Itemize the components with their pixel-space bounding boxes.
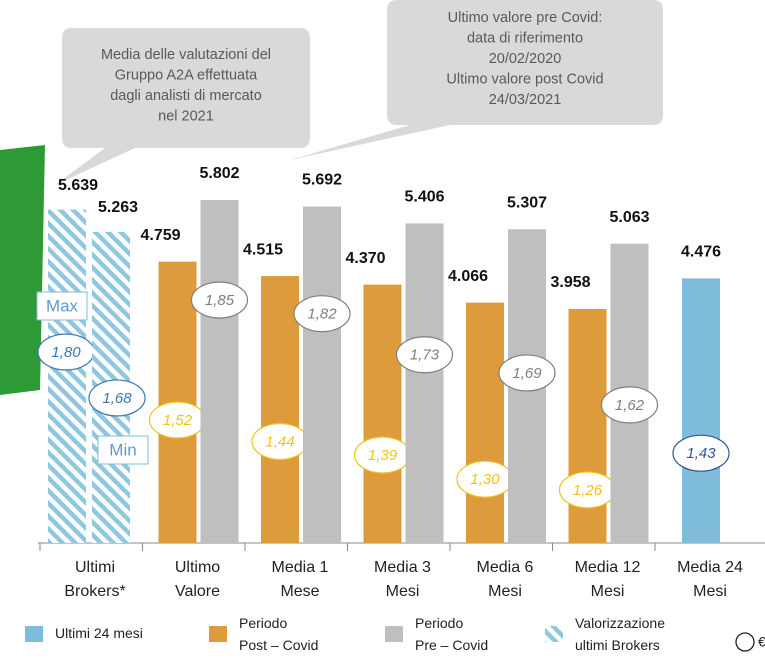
x-tick-label: Media 24 Mesi (677, 559, 743, 600)
x-tick-label-line: Brokers* (64, 583, 125, 600)
value-label: 5.063 (609, 209, 649, 226)
per-share-label: 1,73 (410, 347, 440, 364)
value-label: 5.263 (98, 199, 138, 216)
callout-text: 24/03/2021 (489, 92, 562, 108)
per-share-label: 1,82 (307, 306, 337, 323)
per-share-label: 1,30 (470, 471, 500, 488)
legend-swatch (209, 626, 227, 642)
callout-text: Media delle valutazioni del (101, 47, 271, 63)
per-share-label: 1,44 (265, 433, 294, 450)
bar (303, 206, 341, 543)
per-share-circle (498, 354, 556, 392)
callout-text: Gruppo A2A effettuata (115, 67, 258, 83)
x-tick-label: Ultimo Valore (175, 559, 220, 600)
per-share-circle (293, 295, 351, 333)
per-share-circle (88, 379, 146, 417)
legend-swatch (545, 626, 563, 642)
x-tick-label-line: Valore (175, 583, 220, 600)
value-label: 5.307 (507, 194, 547, 211)
per-share-label: 1,43 (686, 445, 716, 462)
bar (48, 209, 86, 543)
x-tick-label-line: Media 1 (272, 559, 329, 576)
callout-text: nel 2021 (158, 108, 214, 124)
legend-label-line: Periodo (239, 615, 287, 631)
x-tick-label-line: Media 3 (374, 559, 431, 576)
x-tick-label-line: Mesi (488, 583, 522, 600)
x-tick-label: Media 3 Mesi (374, 559, 431, 600)
x-tick-label-line: Mesi (591, 583, 625, 600)
per-share-label: 1,69 (512, 365, 542, 382)
per-share-label: 1,52 (163, 412, 193, 429)
x-tick-label-line: Mese (280, 583, 319, 600)
bar (200, 200, 239, 543)
legend-label: Ultimi 24 mesi (55, 625, 143, 641)
value-label: 3.958 (550, 274, 590, 291)
per-share-label: 1,39 (368, 447, 398, 464)
value-label: 5.406 (404, 189, 444, 206)
callout-text: dagli analisti di mercato (110, 88, 262, 104)
per-share-circle (395, 336, 454, 374)
value-label: 4.515 (243, 241, 283, 258)
legend-label: Periodo Post – Covid (239, 615, 318, 653)
bar (405, 223, 444, 543)
value-label: 4.370 (345, 250, 385, 267)
range-label-box (36, 291, 88, 321)
x-tick-label: Media 6 Mesi (477, 559, 534, 600)
value-label: 5.692 (302, 172, 342, 189)
value-label: 4.476 (681, 244, 721, 261)
value-label: 4.759 (140, 227, 180, 244)
legend-label-line: Ultimi 24 mesi (55, 625, 143, 641)
per-share-circle (600, 386, 659, 424)
per-share-circle (672, 434, 730, 472)
per-share-label: 1,80 (51, 344, 81, 361)
legend-label-line: Pre – Covid (415, 637, 488, 653)
callout (290, 0, 663, 160)
legend-circle (735, 632, 755, 652)
per-share-circle (190, 281, 249, 319)
legend-label-line: ultimi Brokers (575, 637, 660, 653)
legend-label-line: Post – Covid (239, 637, 318, 653)
range-label: Max (46, 296, 79, 315)
x-tick-label-line: Ultimo (175, 559, 220, 576)
range-label: Min (109, 440, 136, 459)
legend-swatch (25, 626, 43, 642)
bar (682, 278, 720, 543)
bar (363, 284, 402, 543)
per-share-label: 1,68 (102, 390, 132, 407)
bar (261, 276, 299, 543)
value-label: 4.066 (448, 268, 488, 285)
x-tick-label: Media 1 Mese (272, 559, 329, 600)
x-tick-label-line: Media 12 (575, 559, 641, 576)
legend-label: Periodo Pre – Covid (415, 615, 488, 653)
per-share-label: 1,62 (615, 397, 645, 414)
legend-label-line: Valorizzazione (575, 615, 665, 631)
callout-text: 20/02/2020 (489, 51, 562, 67)
per-share-label: 1,85 (205, 292, 235, 309)
x-tick-label-line: Ultimi (75, 559, 115, 576)
x-tick-label: Media 12 Mesi (575, 559, 641, 600)
x-tick-label-line: Media 6 (477, 559, 534, 576)
x-tick-label-line: Mesi (386, 583, 420, 600)
x-tick-label-line: Mesi (693, 583, 727, 600)
range-label-box (97, 435, 149, 465)
value-label: 5.639 (58, 177, 98, 194)
legend-swatch (385, 626, 403, 642)
callout-text: Ultimo valore post Covid (446, 71, 603, 87)
x-tick-label: Ultimi Brokers* (64, 559, 125, 600)
callout-text: Ultimo valore pre Covid: (448, 10, 603, 26)
x-tick-label-line: Media 24 (677, 559, 743, 576)
value-label: 5.802 (199, 165, 239, 182)
per-share-label: 1,26 (573, 482, 603, 499)
bar (466, 302, 504, 543)
legend-label-line: Periodo (415, 615, 463, 631)
legend-label: Valorizzazione ultimi Brokers (575, 615, 665, 653)
legend-label: € (758, 634, 765, 650)
decoration (0, 145, 45, 395)
callout-text: data di riferimento (467, 30, 583, 46)
callout (55, 28, 310, 185)
